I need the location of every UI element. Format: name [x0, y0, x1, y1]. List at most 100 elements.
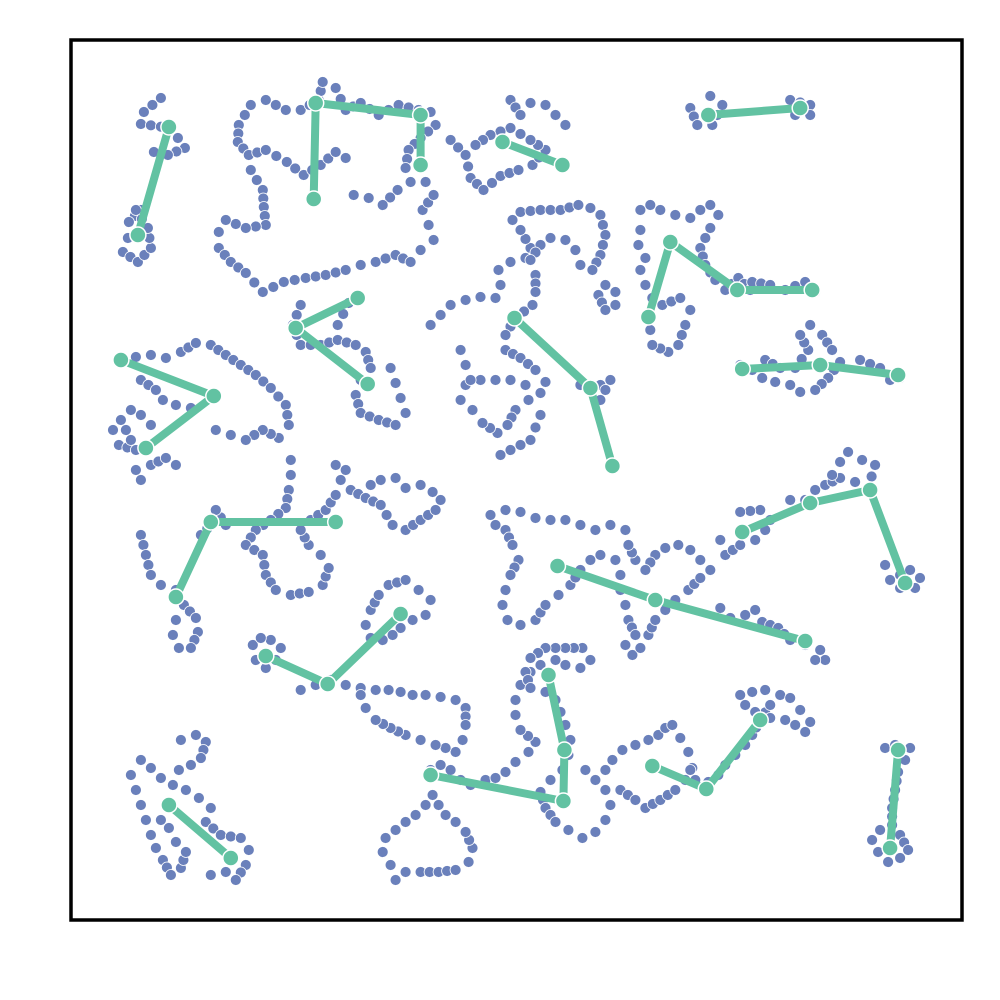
data-point: [399, 866, 412, 878]
data-point: [634, 264, 647, 276]
data-point: [639, 564, 652, 576]
data-point: [594, 549, 607, 561]
data-point: [819, 654, 832, 666]
data-point: [374, 474, 387, 486]
data-point: [122, 216, 135, 228]
data-point: [674, 292, 687, 304]
data-point: [597, 219, 609, 231]
data-point: [409, 809, 422, 821]
data-point: [380, 509, 393, 521]
data-point: [586, 264, 599, 276]
data-point: [572, 199, 585, 211]
segment-vertex: [160, 118, 178, 136]
data-point: [499, 584, 512, 596]
data-point: [486, 177, 498, 189]
data-point: [474, 291, 487, 303]
data-point: [224, 830, 237, 843]
data-point: [139, 549, 152, 561]
data-point: [259, 144, 272, 156]
segments-layer: [112, 94, 914, 867]
data-point: [322, 152, 335, 165]
data-point: [494, 449, 507, 461]
data-point: [184, 642, 197, 654]
data-point: [492, 264, 505, 276]
data-point: [162, 822, 175, 834]
segment-vertex: [539, 666, 558, 684]
data-point: [756, 372, 769, 384]
segment-vertex: [318, 675, 337, 693]
data-point: [444, 299, 457, 311]
data-point: [192, 792, 205, 804]
data-point: [242, 844, 255, 856]
data-point: [599, 384, 612, 396]
data-point: [364, 479, 377, 491]
data-point: [704, 90, 717, 102]
data-point: [894, 852, 906, 864]
data-point: [549, 109, 562, 121]
data-point: [544, 204, 557, 216]
data-point: [462, 160, 475, 173]
data-point: [229, 874, 242, 886]
data-point: [649, 614, 662, 626]
data-point: [334, 474, 347, 486]
segment-vertex: [257, 647, 275, 665]
data-point: [804, 319, 817, 331]
data-point: [654, 204, 667, 216]
data-point: [279, 104, 292, 116]
data-point: [129, 204, 142, 216]
data-point: [419, 609, 432, 621]
segment-vertex: [202, 513, 220, 531]
data-point: [804, 716, 817, 728]
data-point: [424, 594, 437, 606]
data-point: [646, 339, 659, 351]
data-point: [449, 816, 462, 828]
segment-vertex: [391, 605, 410, 623]
data-point: [427, 189, 440, 201]
data-point: [632, 239, 645, 251]
data-point: [174, 734, 187, 746]
data-point: [539, 376, 552, 388]
data-point: [290, 309, 303, 321]
data-point: [258, 559, 271, 571]
data-point: [826, 469, 838, 481]
data-point: [902, 844, 914, 856]
data-point: [277, 276, 290, 288]
data-point: [432, 799, 445, 811]
data-point: [169, 399, 182, 411]
data-point: [124, 769, 137, 781]
data-point: [509, 756, 522, 768]
data-point: [504, 569, 517, 581]
data-point: [329, 459, 342, 471]
data-point: [599, 784, 612, 796]
data-point: [282, 419, 295, 431]
data-point: [509, 709, 522, 721]
data-point: [464, 374, 477, 386]
segment-line: [498, 138, 567, 169]
data-point: [639, 252, 652, 264]
data-point: [129, 464, 142, 476]
data-point: [674, 732, 687, 744]
data-point: [239, 267, 252, 279]
data-point: [499, 766, 512, 778]
data-point: [496, 599, 509, 611]
data-point: [606, 754, 619, 766]
data-point: [302, 586, 315, 598]
data-point: [814, 644, 827, 656]
data-point: [444, 764, 457, 776]
segment-vertex: [554, 792, 573, 810]
data-point: [514, 128, 527, 140]
data-point: [179, 846, 192, 858]
data-point: [339, 152, 352, 164]
data-point: [616, 744, 629, 756]
data-point: [524, 97, 537, 109]
data-point: [257, 375, 270, 388]
data-point: [184, 759, 197, 771]
data-point: [514, 619, 527, 631]
data-point: [369, 256, 382, 268]
data-point: [347, 189, 360, 201]
data-point: [244, 99, 257, 111]
segment-vertex: [661, 233, 680, 251]
data-point: [246, 639, 259, 651]
data-point: [704, 222, 717, 234]
data-point: [809, 384, 822, 396]
